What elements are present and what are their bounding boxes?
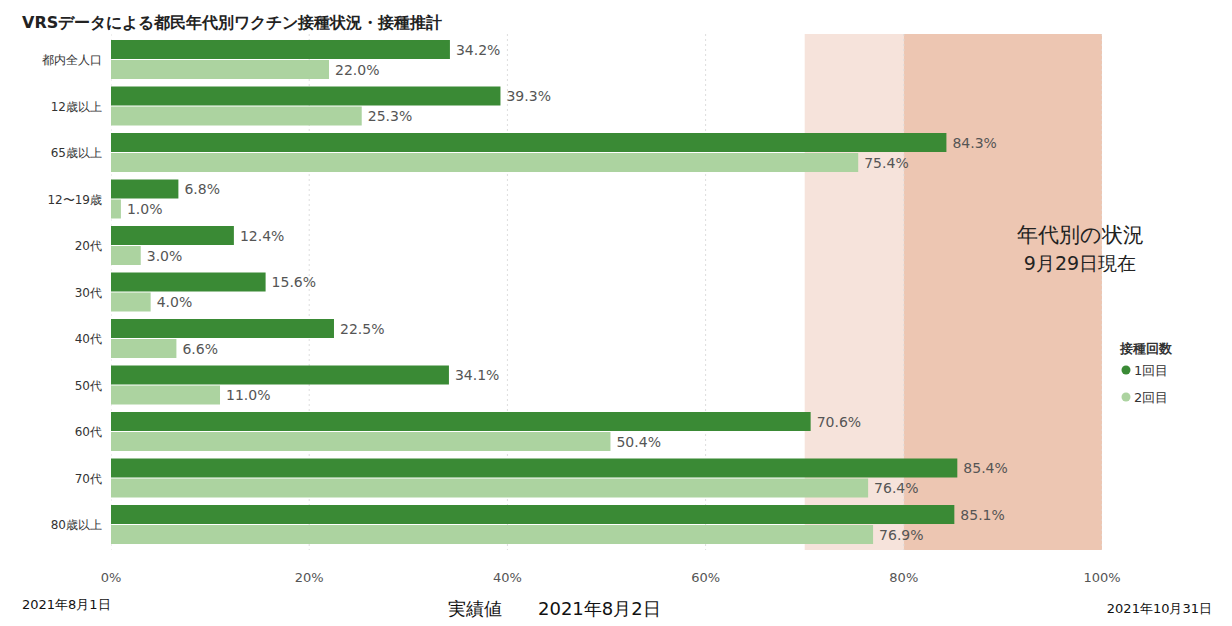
data-label: 22.0%	[335, 62, 379, 78]
bar	[111, 153, 858, 172]
bar	[111, 525, 873, 544]
chart: 34.2% 39.3% 84.3% 6.8% 12.4% 15.6% 22.5% 34.1% 7…	[0, 0, 1232, 626]
data-label: 1.0%	[127, 201, 163, 217]
data-label: 75.4%	[864, 155, 908, 171]
bar	[111, 87, 500, 106]
data-label: 12.4%	[240, 228, 284, 244]
annotation: 9月29日現在	[1024, 252, 1136, 274]
category-label: 40代	[75, 332, 102, 346]
legend-marker	[1122, 366, 1131, 375]
tick-label: 80%	[889, 570, 918, 585]
bar	[111, 107, 362, 126]
bar	[111, 386, 220, 405]
bar	[111, 246, 141, 265]
data-label: 11.0%	[226, 387, 270, 403]
category-label: 65歳以上	[51, 146, 102, 160]
footer-text: 2021年8月2日	[538, 598, 661, 619]
data-label: 39.3%	[506, 88, 550, 104]
category-label: 20代	[75, 239, 102, 253]
data-label: 84.3%	[952, 135, 996, 151]
bar	[111, 226, 234, 245]
data-label: 76.4%	[874, 480, 918, 496]
bar	[111, 60, 329, 79]
data-label: 85.4%	[963, 460, 1007, 476]
category-label: 80歳以上	[51, 518, 102, 532]
bar	[111, 505, 954, 524]
bar	[111, 319, 334, 338]
data-label: 6.6%	[182, 341, 218, 357]
data-label: 70.6%	[817, 414, 861, 430]
category-label: 50代	[75, 379, 102, 393]
category-label: 70代	[75, 472, 102, 486]
grid-line	[1102, 34, 1103, 550]
bar	[111, 412, 811, 431]
bar	[111, 479, 868, 498]
bar	[111, 339, 176, 358]
data-label: 3.0%	[147, 248, 183, 264]
category-label: 60代	[75, 425, 102, 439]
category-label: 30代	[75, 286, 102, 300]
bar	[111, 200, 121, 219]
annotation: 年代別の状況	[1017, 223, 1144, 247]
bar	[111, 432, 610, 451]
footer-text: 2021年10月31日	[1107, 601, 1212, 616]
tick-label: 60%	[691, 570, 720, 585]
tick-label: 100%	[1083, 570, 1120, 585]
data-label: 4.0%	[157, 294, 193, 310]
footer-text: 2021年8月1日	[22, 597, 111, 612]
bar	[111, 273, 266, 292]
legend-marker	[1122, 393, 1131, 402]
legend-label: 2回目	[1134, 390, 1168, 405]
bar	[111, 366, 449, 385]
footer-text: 実績値	[448, 598, 502, 619]
legend: 接種回数 1回目 2回目	[1119, 341, 1173, 405]
tick-label: 0%	[101, 570, 122, 585]
category-label: 都内全人口	[42, 53, 102, 67]
tick-label: 20%	[295, 570, 324, 585]
bar	[111, 133, 946, 152]
data-label: 76.9%	[879, 527, 923, 543]
data-label: 34.2%	[456, 42, 500, 58]
data-label: 34.1%	[455, 367, 499, 383]
category-label: 12〜19歳	[47, 193, 102, 207]
title: VRSデータによる都民年代別ワクチン接種状況・接種推計	[22, 13, 442, 32]
bar	[111, 293, 151, 312]
data-label: 25.3%	[368, 108, 412, 124]
category-label: 12歳以上	[51, 100, 102, 114]
bar	[111, 180, 178, 199]
tick-label: 40%	[493, 570, 522, 585]
plot-area	[111, 34, 1102, 550]
bar	[111, 40, 450, 59]
data-label: 22.5%	[340, 321, 384, 337]
legend-title: 接種回数	[1119, 341, 1173, 356]
data-label: 6.8%	[184, 181, 220, 197]
data-label: 50.4%	[616, 434, 660, 450]
data-label: 15.6%	[272, 274, 316, 290]
data-label: 85.1%	[960, 507, 1004, 523]
bar	[111, 459, 957, 478]
legend-label: 1回目	[1134, 363, 1168, 378]
